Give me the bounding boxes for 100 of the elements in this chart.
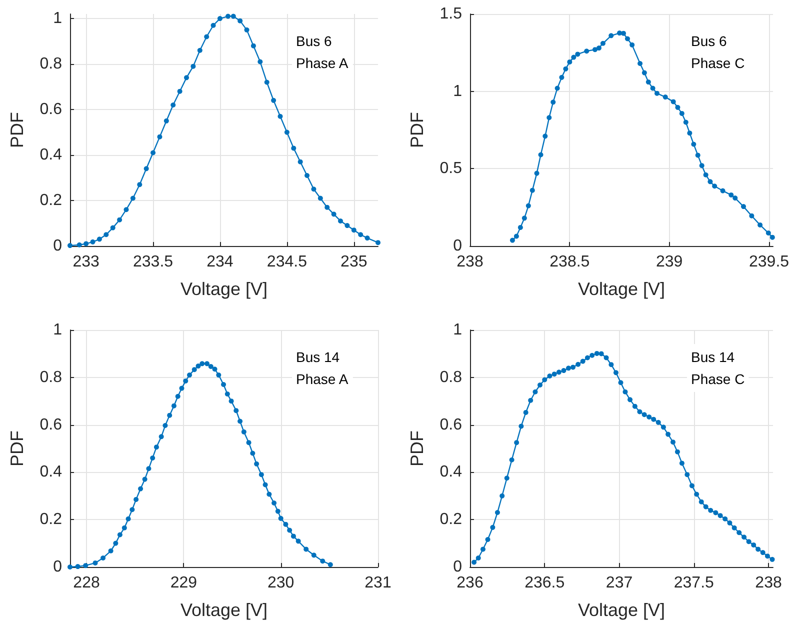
x-tick-label: 234.5: [266, 254, 308, 270]
point: [703, 172, 708, 178]
y-tick-label: 1: [53, 322, 62, 338]
point: [554, 86, 560, 91]
point: [171, 403, 176, 408]
point: [154, 444, 159, 450]
point: [338, 218, 344, 224]
point: [83, 563, 88, 568]
x-tick-label: 234: [206, 254, 234, 270]
point: [646, 80, 651, 85]
y-tick-label: 0.6: [40, 416, 62, 434]
point: [144, 166, 149, 172]
y-tick-label: 1: [453, 82, 462, 100]
y-tick-label: 0.8: [440, 368, 462, 386]
point: [621, 30, 626, 36]
point: [679, 110, 684, 116]
point: [699, 163, 704, 168]
point: [358, 232, 364, 238]
point: [258, 472, 264, 478]
point: [518, 224, 523, 230]
point: [75, 564, 80, 570]
point: [720, 188, 726, 194]
point: [200, 361, 205, 366]
point: [311, 552, 316, 558]
point: [177, 88, 182, 94]
y-tick-label: 1.5: [440, 6, 462, 22]
x-tick-label: 233.5: [133, 254, 174, 270]
point: [311, 186, 316, 192]
y-tick-label: 0.4: [40, 146, 62, 164]
point: [134, 496, 139, 502]
point: [258, 59, 263, 64]
x-tick-label: 237: [606, 574, 633, 592]
point: [110, 225, 116, 230]
point: [192, 367, 197, 372]
point: [179, 386, 184, 391]
point: [76, 242, 82, 248]
point: [624, 36, 630, 42]
point: [138, 486, 144, 492]
y-tick-label: 1: [53, 10, 62, 28]
point: [196, 364, 201, 369]
x-tick-label: 236: [456, 574, 484, 592]
point: [117, 217, 122, 222]
point: [675, 104, 680, 110]
point: [113, 540, 118, 546]
y-tick-label: 0.4: [440, 464, 462, 481]
point: [84, 241, 89, 246]
point: [563, 66, 568, 72]
point: [298, 159, 303, 164]
point: [130, 196, 136, 201]
point: [90, 239, 96, 244]
point: [708, 179, 713, 184]
x-axis-title: Voltage [V]: [578, 600, 666, 620]
point: [238, 18, 243, 24]
point: [514, 234, 519, 239]
point: [584, 48, 590, 54]
x-tick-label: 237.5: [674, 574, 714, 592]
point: [642, 70, 647, 76]
y-axis-title: PDF: [407, 112, 427, 148]
point: [538, 152, 544, 158]
point: [68, 243, 72, 248]
point: [250, 450, 256, 456]
point: [226, 14, 231, 19]
point: [244, 27, 250, 32]
point: [290, 534, 296, 539]
point: [124, 207, 129, 212]
point: [183, 378, 188, 384]
point: [266, 492, 272, 497]
y-tick-label: 0.5: [440, 160, 462, 178]
point: [650, 86, 656, 91]
point: [600, 40, 606, 46]
point: [770, 234, 775, 240]
annotation: Bus 14 Phase C: [691, 349, 745, 387]
x-tick-label: 238: [456, 254, 484, 270]
point: [175, 394, 180, 399]
x-tick-label: 239.5: [748, 254, 790, 270]
point: [571, 54, 576, 60]
point: [331, 212, 336, 217]
annotation: Bus 6 Phase C: [691, 33, 745, 71]
y-tick-label: 0: [53, 238, 62, 254]
x-axis-title: Voltage [V]: [578, 279, 666, 299]
point: [376, 240, 380, 246]
point: [278, 114, 283, 119]
point: [167, 412, 172, 418]
point: [304, 172, 310, 178]
point: [670, 99, 676, 104]
point: [320, 558, 326, 564]
point: [291, 146, 296, 151]
y-tick-label: 1: [453, 322, 462, 338]
point: [158, 434, 164, 440]
point: [530, 188, 535, 193]
point: [150, 150, 156, 156]
y-tick-label: 0.6: [40, 101, 62, 118]
point: [344, 223, 350, 228]
point: [542, 134, 548, 139]
point: [364, 236, 370, 241]
point: [108, 548, 114, 554]
point: [275, 508, 280, 514]
point: [526, 203, 531, 208]
point: [712, 184, 718, 189]
point: [241, 429, 246, 434]
